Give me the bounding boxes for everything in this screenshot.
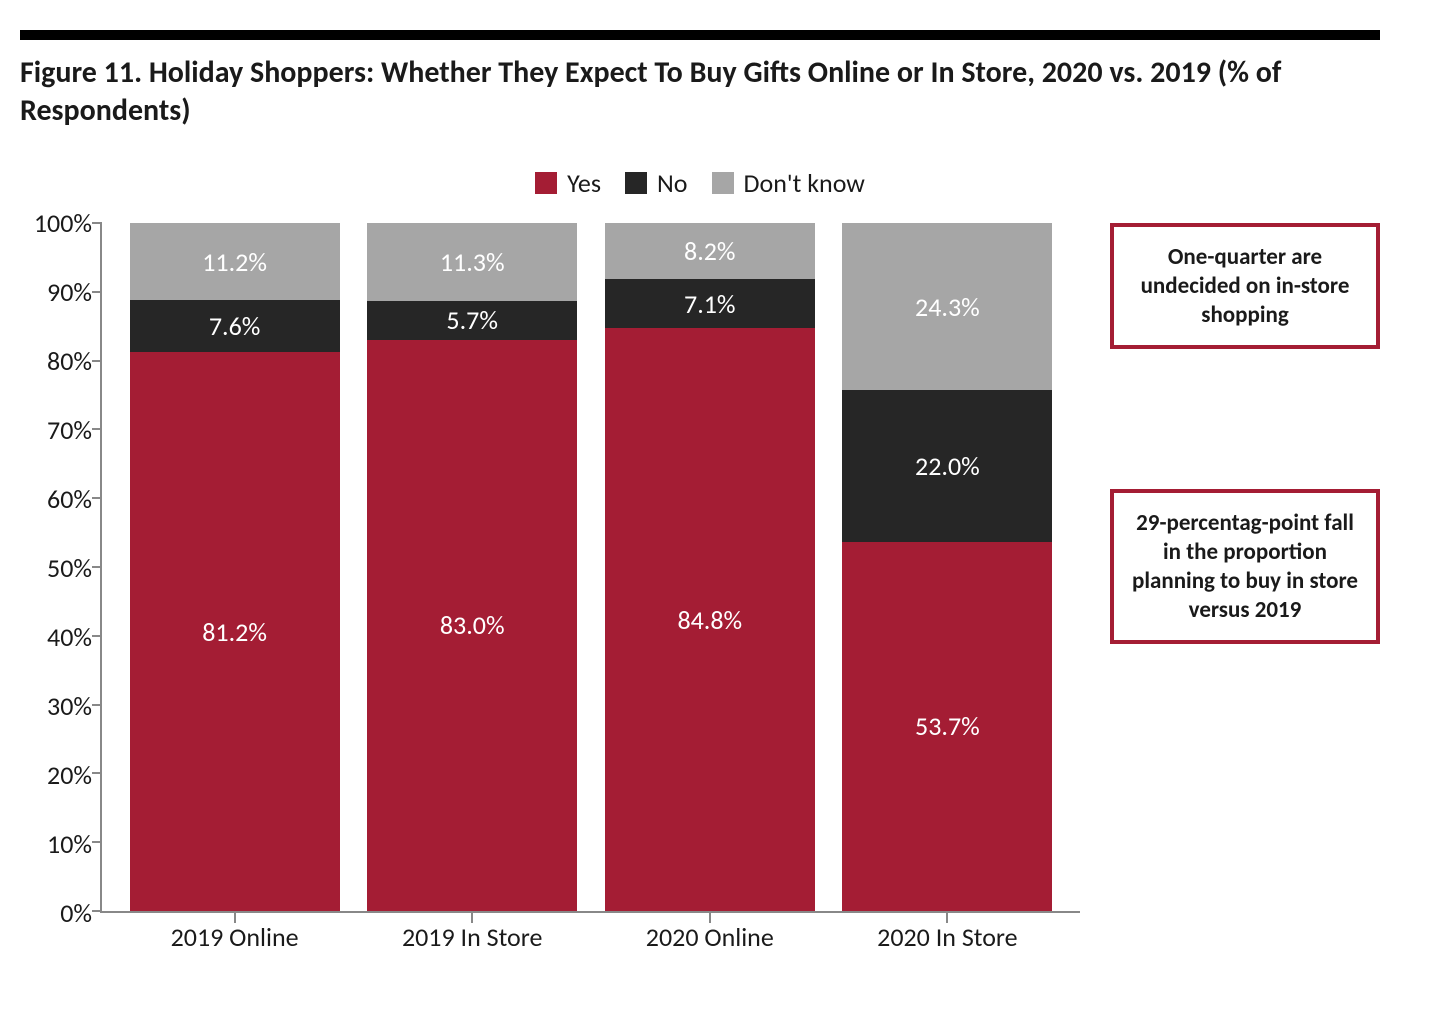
y-tick-label: 100% [34,207,92,239]
legend-item-no: No [625,167,688,199]
y-tick-label: 20% [47,759,92,791]
bar: 8.2%7.1%84.8%2020 Online [605,223,815,911]
y-tick-mark [92,291,102,293]
bar-value-label: 5.7% [446,304,498,336]
y-tick-mark [92,772,102,774]
callout-box: One-quarter are undecided on in-store sh… [1110,223,1380,349]
bar-segment-yes: 53.7% [842,542,1052,911]
y-tick-label: 80% [47,345,92,377]
bar-value-label: 81.2% [202,616,267,648]
bars-group: 11.2%7.6%81.2%2019 Online11.3%5.7%83.0%2… [102,223,1080,911]
legend-label: No [657,167,688,199]
bar-segment-no: 7.1% [605,279,815,328]
y-tick-mark [92,635,102,637]
legend-swatch-dontknow [712,172,734,194]
bar-segment-yes: 84.8% [605,328,815,911]
y-tick-mark [92,910,102,912]
y-axis: 0%10%20%30%40%50%60%70%80%90%100% [20,223,100,913]
y-tick-label: 40% [47,621,92,653]
bar-segment-yes: 83.0% [367,340,577,911]
y-tick-label: 90% [47,276,92,308]
legend-swatch-yes [535,172,557,194]
bar-segment-no: 5.7% [367,301,577,340]
bar-value-label: 8.2% [684,235,736,267]
y-tick-mark [92,360,102,362]
y-tick-mark [92,704,102,706]
bar-segment-yes: 81.2% [130,352,340,911]
y-tick-mark [92,841,102,843]
bar-value-label: 83.0% [440,609,505,641]
bar-value-label: 53.7% [915,710,980,742]
bar-value-label: 7.1% [684,288,736,320]
legend-item-yes: Yes [535,167,601,199]
bar: 24.3%22.0%53.7%2020 In Store [842,223,1052,911]
bar-value-label: 11.3% [440,246,505,278]
bar-value-label: 22.0% [915,450,980,482]
callout-box: 29-percentag-point fall in the proportio… [1110,489,1380,644]
y-tick-mark [92,222,102,224]
legend-swatch-no [625,172,647,194]
y-tick-mark [92,497,102,499]
bar: 11.2%7.6%81.2%2019 Online [130,223,340,911]
bar-value-label: 24.3% [915,291,980,323]
bar-value-label: 11.2% [202,246,267,278]
y-tick-label: 10% [47,828,92,860]
top-rule [20,30,1380,40]
bar-segment-dontknow: 11.2% [130,223,340,300]
figure-container: Figure 11. Holiday Shoppers: Whether The… [0,0,1435,1030]
y-tick-label: 60% [47,483,92,515]
bar-segment-no: 7.6% [130,300,340,352]
bar-segment-no: 22.0% [842,390,1052,541]
bar-value-label: 7.6% [209,310,261,342]
y-tick-label: 30% [47,690,92,722]
bar-value-label: 84.8% [677,604,742,636]
x-axis-label: 2020 In Store [737,911,1157,953]
callouts-column: One-quarter are undecided on in-store sh… [1080,223,1380,913]
y-tick-label: 50% [47,552,92,584]
chart-row: 0%10%20%30%40%50%60%70%80%90%100% 11.2%7… [20,223,1380,913]
bar-segment-dontknow: 11.3% [367,223,577,301]
plot-area: 11.2%7.6%81.2%2019 Online11.3%5.7%83.0%2… [100,223,1080,913]
y-tick-label: 70% [47,414,92,446]
chart-legend: Yes No Don't know [20,167,1380,201]
bar-segment-dontknow: 8.2% [605,223,815,279]
legend-label: Yes [567,167,601,199]
legend-item-dontknow: Don't know [712,167,865,199]
y-tick-mark [92,566,102,568]
y-tick-mark [92,428,102,430]
legend-label: Don't know [744,167,865,199]
figure-title: Figure 11. Holiday Shoppers: Whether The… [20,54,1380,129]
bar: 11.3%5.7%83.0%2019 In Store [367,223,577,911]
bar-segment-dontknow: 24.3% [842,223,1052,390]
